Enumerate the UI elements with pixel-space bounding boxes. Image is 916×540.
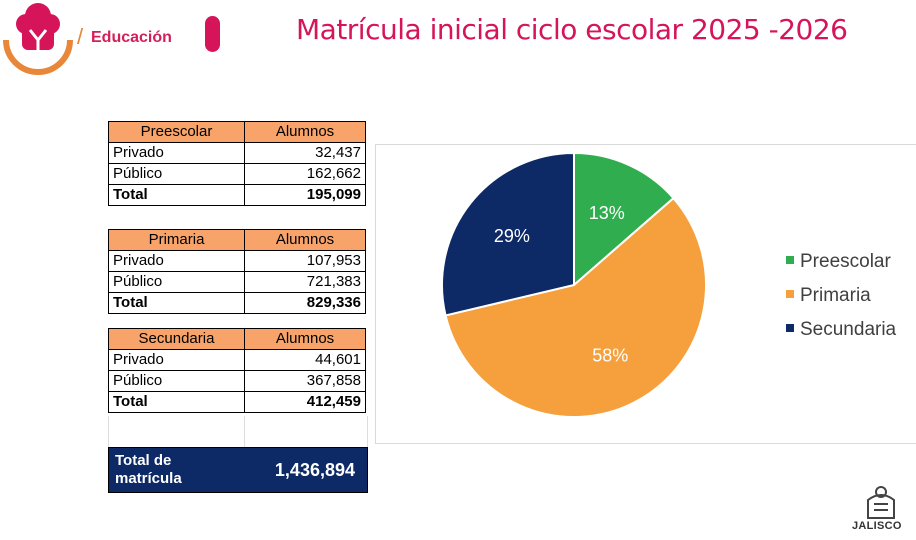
slice-label: 58% xyxy=(592,345,628,365)
brand-pill-shape xyxy=(205,16,220,52)
table-header: Primaria Alumnos xyxy=(108,229,366,251)
flower-logo-icon xyxy=(3,3,73,75)
row-label: Privado xyxy=(108,349,245,371)
jalisco-logo-text: JALISCO xyxy=(852,520,902,532)
legend-label: Secundaria xyxy=(800,319,897,340)
pie-chart: 13% 58% 29% Preescolar Primaria Secundaria xyxy=(441,151,897,418)
alumnos-header: Alumnos xyxy=(244,328,366,350)
education-logo xyxy=(0,0,240,75)
brand-slash: / xyxy=(77,24,84,49)
alumnos-header: Alumnos xyxy=(244,121,366,143)
table-header: Secundaria Alumnos xyxy=(108,328,366,350)
slice-label: 29% xyxy=(494,226,530,246)
grand-total-label-line2: matrícula xyxy=(115,470,182,487)
total-label: Total xyxy=(108,391,245,413)
total-label: Total xyxy=(108,292,245,314)
slice-label: 13% xyxy=(589,203,625,223)
chart-area: 13% 58% 29% Preescolar Primaria Secundaria xyxy=(375,144,916,444)
grand-total-box: Total de matrícula 1,436,894 xyxy=(108,447,368,493)
total-row: Total 195,099 xyxy=(108,184,366,206)
legend-swatch xyxy=(786,256,794,264)
table-row: Privado 107,953 xyxy=(108,250,366,272)
jalisco-crest-icon xyxy=(867,486,895,519)
row-value: 44,601 xyxy=(244,349,366,371)
table-primaria: Primaria Alumnos Privado 107,953 Público… xyxy=(108,229,366,314)
row-value: 107,953 xyxy=(244,250,366,272)
table-row: Privado 44,601 xyxy=(108,349,366,371)
row-value: 367,858 xyxy=(244,370,366,392)
table-row: Público 162,662 xyxy=(108,163,366,185)
level-header: Primaria xyxy=(108,229,245,251)
row-label: Público xyxy=(108,370,245,392)
table-row: Privado 32,437 xyxy=(108,142,366,164)
total-row: Total 829,336 xyxy=(108,292,366,314)
total-value: 829,336 xyxy=(244,292,366,314)
page-title: Matrícula inicial ciclo escolar 2025 -20… xyxy=(296,13,848,46)
grand-total-label-line1: Total de xyxy=(115,452,172,469)
total-row: Total 412,459 xyxy=(108,391,366,413)
row-value: 721,383 xyxy=(244,271,366,293)
table-preescolar: Preescolar Alumnos Privado 32,437 Públic… xyxy=(108,121,366,206)
row-label: Privado xyxy=(108,250,245,272)
table-secundaria: Secundaria Alumnos Privado 44,601 Públic… xyxy=(108,328,366,413)
row-label: Público xyxy=(108,271,245,293)
legend-label: Primaria xyxy=(800,285,871,306)
table-header: Preescolar Alumnos xyxy=(108,121,366,143)
level-header: Secundaria xyxy=(108,328,245,350)
jalisco-logo xyxy=(848,484,914,538)
alumnos-header: Alumnos xyxy=(244,229,366,251)
row-value: 162,662 xyxy=(244,163,366,185)
grand-total-value: 1,436,894 xyxy=(274,460,355,480)
total-label: Total xyxy=(108,184,245,206)
pie-slice-secundaria xyxy=(441,151,575,317)
table-row: Público 367,858 xyxy=(108,370,366,392)
grand-total-label: Total de matrícula xyxy=(115,452,182,488)
row-label: Público xyxy=(108,163,245,185)
legend-swatch xyxy=(786,324,794,332)
total-value: 195,099 xyxy=(244,184,366,206)
total-value: 412,459 xyxy=(244,391,366,413)
empty-table-gap xyxy=(108,416,368,447)
legend-swatch xyxy=(786,290,794,298)
row-value: 32,437 xyxy=(244,142,366,164)
row-label: Privado xyxy=(108,142,245,164)
pie-slice-preescolar xyxy=(573,151,675,288)
pie-slice-primaria xyxy=(444,196,707,418)
level-header: Preescolar xyxy=(108,121,245,143)
brand-label: Educación xyxy=(91,29,172,46)
table-row: Público 721,383 xyxy=(108,271,366,293)
legend-label: Preescolar xyxy=(800,251,891,272)
